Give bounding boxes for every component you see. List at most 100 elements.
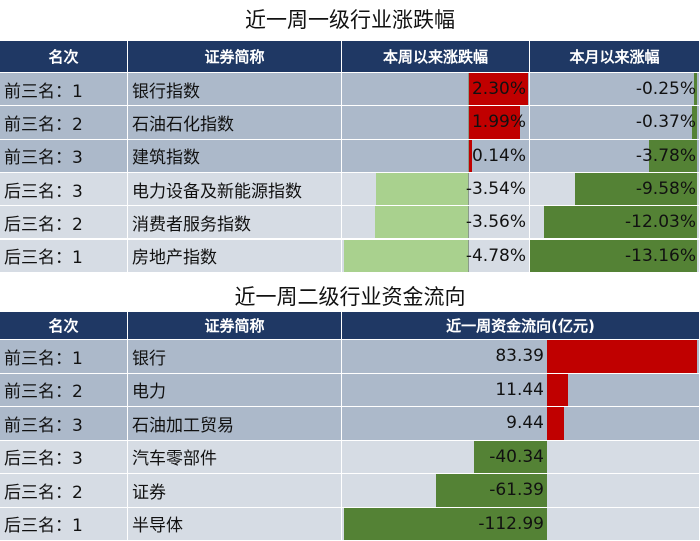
name-cell: 证券	[128, 474, 342, 508]
flow-bar	[343, 507, 547, 540]
table2-header-cell: 名次	[0, 312, 128, 340]
table-row: 后三名：2 证券 -61.39	[0, 474, 700, 508]
rank-cell: 后三名：2	[0, 206, 128, 240]
table-row: 后三名：3 电力设备及新能源指数 -3.54% -9.58%	[0, 172, 700, 207]
rank-label: 后三名：1	[4, 516, 83, 537]
security-name: 房地产指数	[132, 248, 217, 269]
week-axis-line	[468, 172, 469, 206]
name-cell: 消费者服务指数	[128, 206, 342, 240]
flow-cell: 9.44	[342, 407, 700, 441]
week-change-value: -4.78%	[465, 245, 526, 266]
table2-header-cell: 近一周资金流向(亿元)	[342, 312, 700, 340]
rank-cell: 前三名：3	[0, 139, 128, 173]
week-change-bar	[468, 73, 528, 106]
rank-label: 后三名：1	[4, 248, 83, 269]
month-change-cell: -3.78%	[530, 139, 700, 173]
security-name: 建筑指数	[132, 148, 200, 169]
table-row: 后三名：3 汽车零部件 -40.34	[0, 440, 700, 474]
table-row: 前三名：3 建筑指数 0.14% -3.78%	[0, 139, 700, 173]
week-change-value: 1.99%	[471, 112, 526, 133]
flow-bar	[547, 407, 564, 440]
month-change-bar	[530, 239, 697, 272]
rank-label: 后三名：2	[4, 482, 83, 503]
table1-header-cell: 本周以来涨跌幅	[342, 41, 530, 73]
table-row: 后三名：1 半导体 -112.99	[0, 507, 700, 541]
table-row: 前三名：2 石油石化指数 1.99% -0.37%	[0, 106, 700, 140]
table1-header-cell: 证券简称	[128, 41, 342, 73]
rank-cell: 前三名：3	[0, 407, 128, 441]
name-cell: 建筑指数	[128, 139, 342, 173]
name-cell: 电力设备及新能源指数	[128, 172, 342, 207]
security-name: 消费者服务指数	[132, 214, 251, 235]
week-axis-line	[468, 106, 469, 139]
week-axis-line	[468, 139, 469, 172]
industry-name: 电力	[132, 382, 166, 403]
week-change-cell: -3.56%	[342, 206, 530, 240]
industry-name: 汽车零部件	[132, 449, 217, 470]
table2-title: 近一周二级行业资金流向	[234, 285, 466, 309]
rank-label: 前三名：3	[4, 148, 83, 169]
flow-value: 83.39	[495, 346, 544, 367]
month-change-cell: -0.37%	[530, 106, 700, 140]
rank-label: 前三名：3	[4, 415, 83, 436]
flow-bar	[547, 373, 568, 406]
rank-cell: 后三名：1	[0, 239, 128, 273]
industry-name: 半导体	[132, 516, 183, 537]
industry-name: 银行	[132, 348, 166, 369]
security-name: 电力设备及新能源指数	[132, 181, 302, 202]
week-change-bar	[468, 106, 520, 139]
table2-header-row: 名次 证券简称 近一周资金流向(亿元)	[0, 312, 700, 340]
week-change-bar	[375, 206, 468, 239]
month-change-value: -0.37%	[635, 112, 696, 133]
month-change-value: -9.58%	[635, 179, 696, 200]
month-change-bar	[544, 206, 697, 239]
month-change-value: -0.25%	[635, 79, 696, 100]
month-change-bar	[648, 139, 697, 172]
rank-cell: 前三名：2	[0, 373, 128, 407]
rank-cell: 前三名：2	[0, 106, 128, 140]
industry-name: 石油加工贸易	[132, 415, 234, 436]
flow-cell: -112.99	[342, 507, 700, 541]
table1-header-row: 名次 证券简称 本周以来涨跌幅 本月以来涨幅	[0, 41, 700, 73]
flow-cell: -61.39	[342, 474, 700, 508]
week-change-cell: -4.78%	[342, 239, 530, 273]
month-change-cell: -9.58%	[530, 172, 700, 207]
month-change-value: -3.78%	[635, 145, 696, 166]
week-change-bar	[343, 239, 468, 272]
name-cell: 电力	[128, 373, 342, 407]
flow-value: -40.34	[489, 446, 544, 467]
rank-label: 前三名：1	[4, 81, 83, 102]
week-change-bar	[375, 172, 468, 206]
rank-label: 后三名：3	[4, 449, 83, 470]
rank-cell: 后三名：1	[0, 507, 128, 541]
table1-header-cell: 本月以来涨幅	[530, 41, 700, 73]
week-axis-line	[468, 239, 469, 272]
security-name: 银行指数	[132, 81, 200, 102]
week-change-value: 2.30%	[471, 79, 526, 100]
month-change-cell: -0.25%	[530, 73, 700, 107]
table-row: 后三名：1 房地产指数 -4.78% -13.16%	[0, 239, 700, 273]
month-change-value: -12.03%	[625, 212, 696, 233]
flow-bar	[436, 474, 547, 507]
week-axis-line	[468, 206, 469, 239]
name-cell: 银行指数	[128, 73, 342, 107]
week-change-value: 0.14%	[471, 145, 526, 166]
flow-value: -61.39	[489, 480, 544, 501]
month-change-bar	[575, 172, 697, 206]
month-change-cell: -13.16%	[530, 239, 700, 273]
week-change-cell: -3.54%	[342, 172, 530, 207]
week-change-value: -3.54%	[465, 179, 526, 200]
rank-label: 前三名：2	[4, 114, 83, 135]
name-cell: 石油石化指数	[128, 106, 342, 140]
table-row: 后三名：2 消费者服务指数 -3.56% -12.03%	[0, 206, 700, 240]
rank-label: 后三名：3	[4, 181, 83, 202]
rank-label: 后三名：2	[4, 214, 83, 235]
week-change-value: -3.56%	[465, 212, 526, 233]
rank-cell: 后三名：3	[0, 172, 128, 207]
flow-value: 11.44	[495, 379, 544, 400]
rank-cell: 前三名：1	[0, 73, 128, 107]
industry-name: 证券	[132, 482, 166, 503]
flow-cell: 83.39	[342, 340, 700, 374]
week-change-bar	[468, 139, 472, 172]
week-change-cell: 1.99%	[342, 106, 530, 140]
